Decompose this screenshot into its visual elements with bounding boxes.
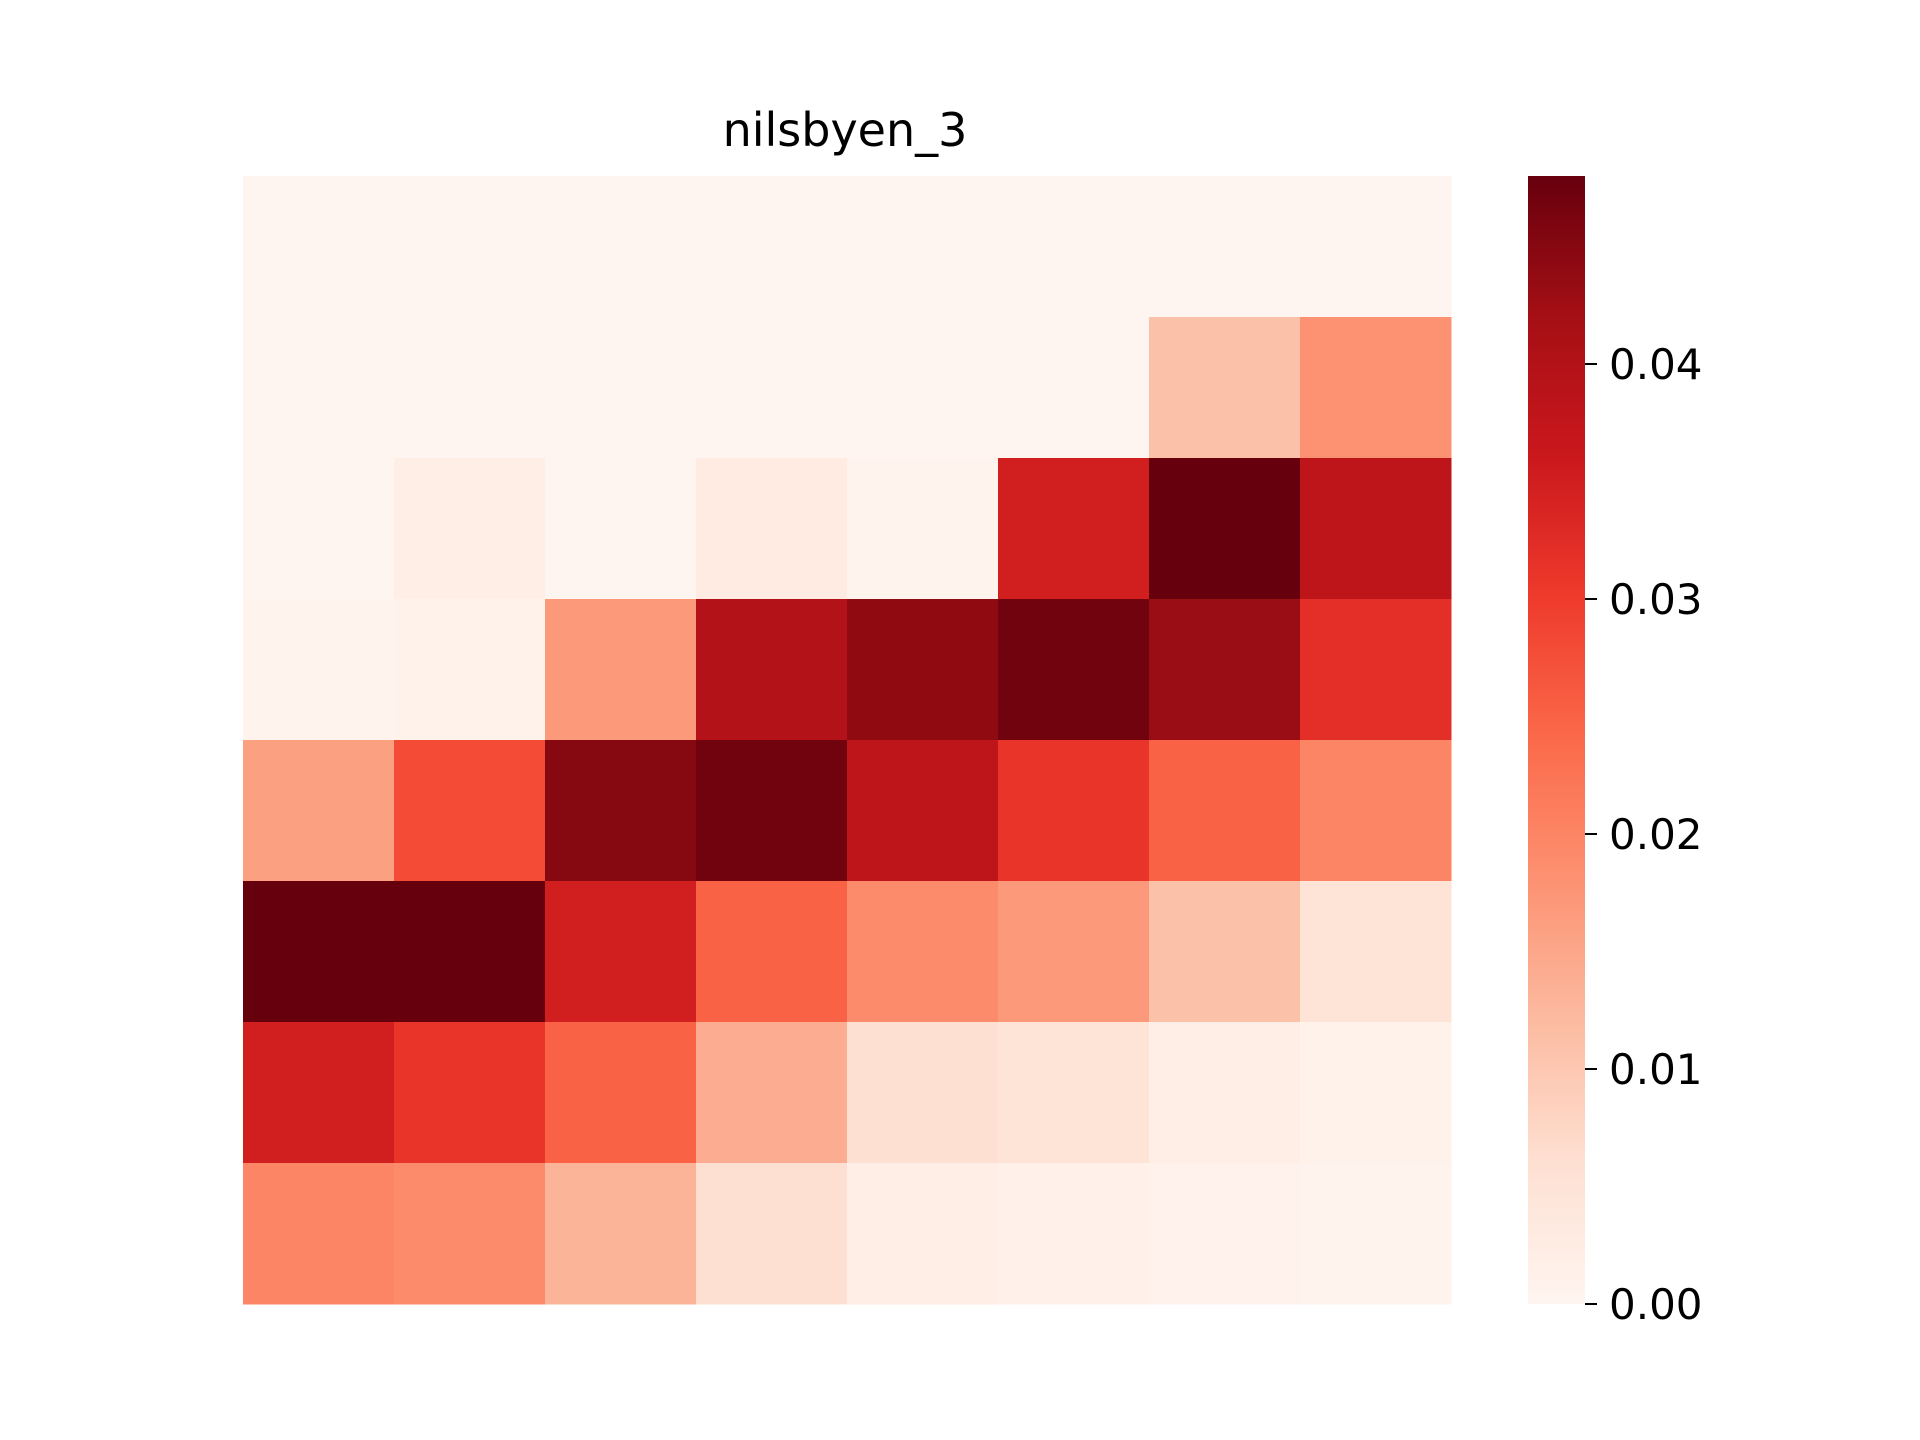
heatmap-cell-r6-c7	[1300, 1022, 1452, 1164]
colorbar-ticks: 0.00 0.01 0.02 0.03 0.04	[1585, 340, 1703, 1329]
heatmap-grid	[243, 176, 1452, 1305]
heatmap-cell-r3-c0	[243, 599, 395, 741]
heatmap-cell-r7-c6	[1149, 1163, 1301, 1305]
colorbar-tick-label: 0.04	[1609, 340, 1703, 389]
heatmap-cell-r2-c6	[1149, 458, 1301, 600]
heatmap-cell-r4-c5	[998, 740, 1150, 882]
heatmap-cell-r1-c3	[696, 317, 848, 459]
heatmap-cell-r1-c0	[243, 317, 395, 459]
heatmap-cell-r0-c1	[394, 176, 546, 318]
heatmap-cell-r4-c4	[847, 740, 999, 882]
heatmap-cell-r4-c7	[1300, 740, 1452, 882]
heatmap-cell-r3-c7	[1300, 599, 1452, 741]
heatmap-cell-r3-c3	[696, 599, 848, 741]
heatmap-cell-r6-c3	[696, 1022, 848, 1164]
heatmap-cell-r5-c3	[696, 881, 848, 1023]
heatmap-cell-r2-c2	[545, 458, 697, 600]
heatmap-cell-r7-c2	[545, 1163, 697, 1305]
heatmap-cell-r3-c2	[545, 599, 697, 741]
heatmap-cell-r2-c5	[998, 458, 1150, 600]
heatmap-cell-r0-c2	[545, 176, 697, 318]
heatmap-cell-r1-c4	[847, 317, 999, 459]
heatmap-cell-r7-c1	[394, 1163, 546, 1305]
heatmap-cell-r4-c0	[243, 740, 395, 882]
heatmap-cell-r6-c2	[545, 1022, 697, 1164]
heatmap-cell-r5-c5	[998, 881, 1150, 1023]
heatmap-cell-r5-c4	[847, 881, 999, 1023]
colorbar-tick-label: 0.02	[1609, 810, 1703, 859]
heatmap-cell-r2-c7	[1300, 458, 1452, 600]
colorbar-tick-label: 0.03	[1609, 575, 1703, 624]
heatmap-cell-r2-c1	[394, 458, 546, 600]
heatmap-cell-r4-c2	[545, 740, 697, 882]
heatmap-cell-r7-c3	[696, 1163, 848, 1305]
heatmap-cell-r6-c6	[1149, 1022, 1301, 1164]
heatmap-cell-r5-c6	[1149, 881, 1301, 1023]
heatmap-cell-r0-c6	[1149, 176, 1301, 318]
chart-title: nilsbyen_3	[723, 103, 968, 157]
heatmap-cell-r4-c3	[696, 740, 848, 882]
heatmap-cell-r5-c0	[243, 881, 395, 1023]
heatmap-cell-r2-c3	[696, 458, 848, 600]
heatmap-cell-r6-c0	[243, 1022, 395, 1164]
heatmap-cell-r6-c4	[847, 1022, 999, 1164]
heatmap-cell-r5-c7	[1300, 881, 1452, 1023]
heatmap-cell-r6-c5	[998, 1022, 1150, 1164]
heatmap-cell-r2-c4	[847, 458, 999, 600]
heatmap-cell-r7-c0	[243, 1163, 395, 1305]
heatmap-cell-r3-c4	[847, 599, 999, 741]
heatmap-cell-r3-c6	[1149, 599, 1301, 741]
heatmap-cell-r4-c6	[1149, 740, 1301, 882]
heatmap-cell-r0-c3	[696, 176, 848, 318]
heatmap-cell-r0-c5	[998, 176, 1150, 318]
colorbar	[1528, 176, 1585, 1304]
heatmap-cell-r7-c4	[847, 1163, 999, 1305]
heatmap-cell-r1-c5	[998, 317, 1150, 459]
heatmap-cell-r7-c5	[998, 1163, 1150, 1305]
heatmap-cell-r5-c1	[394, 881, 546, 1023]
heatmap-cell-r1-c2	[545, 317, 697, 459]
heatmap-cell-r1-c6	[1149, 317, 1301, 459]
colorbar-tick-label: 0.01	[1609, 1045, 1703, 1094]
heatmap-cell-r0-c0	[243, 176, 395, 318]
heatmap-cell-r0-c4	[847, 176, 999, 318]
heatmap-cell-r1-c7	[1300, 317, 1452, 459]
heatmap-cell-r3-c5	[998, 599, 1150, 741]
heatmap-cell-r5-c2	[545, 881, 697, 1023]
heatmap-cell-r7-c7	[1300, 1163, 1452, 1305]
heatmap-cell-r1-c1	[394, 317, 546, 459]
heatmap-cell-r4-c1	[394, 740, 546, 882]
heatmap-cell-r2-c0	[243, 458, 395, 600]
heatmap-cell-r6-c1	[394, 1022, 546, 1164]
heatmap-cell-r0-c7	[1300, 176, 1452, 318]
heatmap-cell-r3-c1	[394, 599, 546, 741]
colorbar-tick-label: 0.00	[1609, 1280, 1703, 1329]
